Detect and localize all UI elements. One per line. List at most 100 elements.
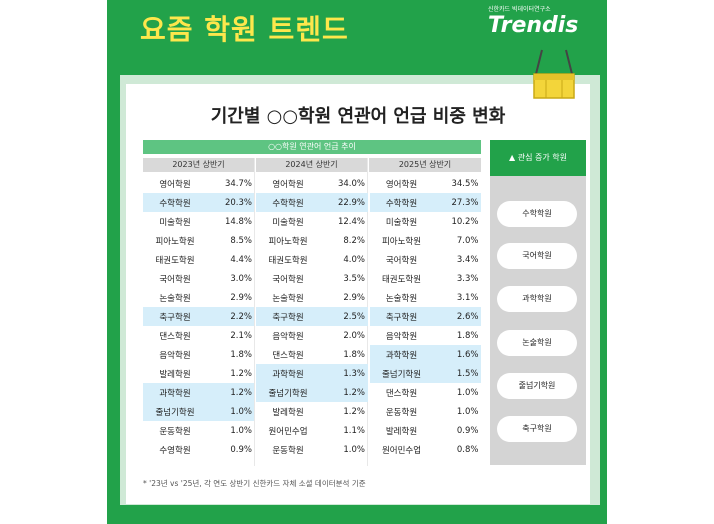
table-row: 과학학원 1.2% 줄넘기학원 1.2% 댄스학원 1.0%	[143, 383, 481, 402]
academy-name: 수학학원	[159, 198, 191, 209]
table-cell: 과학학원 1.2%	[143, 383, 254, 402]
table-cell: 논술학원 2.9%	[256, 288, 368, 307]
mention-share: 1.8%	[343, 349, 365, 360]
academy-name: 국어학원	[159, 274, 191, 285]
table-cell: 축구학원 2.2%	[143, 307, 254, 326]
table-row: 운동학원 1.0% 원어민수업 1.1% 발레학원 0.9%	[143, 421, 481, 440]
mention-share: 1.6%	[456, 349, 479, 360]
table-cell: 원어민수업 1.1%	[256, 421, 368, 440]
mention-table: 영어학원 34.7% 영어학원 34.0% 영어학원 34.5% 수학학원 20.3% 수학학원…	[143, 174, 481, 459]
table-cell: 태권도학원 4.0%	[256, 250, 368, 269]
academy-name: 발레학원	[272, 407, 304, 418]
column-divider	[367, 158, 368, 466]
interest-item: 국어학원	[497, 243, 577, 269]
table-cell: 미술학원 10.2%	[370, 212, 482, 231]
table-cell: 수학학원 27.3%	[369, 193, 481, 212]
interest-item: 줄넘기학원	[497, 373, 577, 399]
table-cell: 줄넘기학원 1.5%	[369, 364, 481, 383]
table-cell: 논술학원 2.9%	[143, 288, 254, 307]
table-row: 피아노학원 8.5% 피아노학원 8.2% 피아노학원 7.0%	[143, 231, 481, 250]
mention-share: 1.0%	[456, 387, 479, 398]
academy-name: 원어민수업	[268, 426, 308, 437]
mention-share: 1.5%	[456, 368, 479, 379]
table-row: 영어학원 34.7% 영어학원 34.0% 영어학원 34.5%	[143, 174, 481, 193]
academy-name: 음악학원	[159, 350, 191, 361]
mention-share: 1.2%	[343, 387, 365, 398]
table-row: 발레학원 1.2% 과학학원 1.3% 줄넘기학원 1.5%	[143, 364, 481, 383]
interest-item: 과학학원	[497, 286, 577, 312]
table-cell: 원어민수업 0.8%	[370, 440, 482, 459]
academy-name: 음악학원	[385, 331, 418, 342]
table-cell: 음악학원 1.8%	[370, 326, 482, 345]
academy-name: 과학학원	[159, 388, 191, 399]
mention-share: 1.0%	[456, 406, 479, 417]
table-cell: 미술학원 12.4%	[256, 212, 368, 231]
mention-share: 3.3%	[456, 273, 479, 284]
mention-share: 4.4%	[230, 254, 252, 265]
table-cell: 운동학원 1.0%	[143, 421, 254, 440]
academy-name: 수학학원	[272, 198, 304, 209]
column-header-2023: 2023년 상반기	[143, 158, 254, 172]
mention-share: 2.6%	[456, 311, 479, 322]
academy-name: 피아노학원	[381, 236, 422, 247]
academy-name: 논술학원	[272, 293, 304, 304]
table-cell: 논술학원 3.1%	[370, 288, 482, 307]
table-cell: 수학학원 22.9%	[256, 193, 368, 212]
mention-share: 1.8%	[230, 349, 252, 360]
column-divider	[254, 158, 255, 466]
table-cell: 태권도학원 3.3%	[370, 269, 482, 288]
academy-name: 태권도학원	[268, 255, 308, 266]
table-cell: 발레학원 0.9%	[370, 421, 482, 440]
table-cell: 영어학원 34.7%	[143, 174, 254, 193]
mention-share: 0.9%	[230, 444, 252, 455]
binder-clip-icon	[533, 49, 575, 99]
interest-item: 축구학원	[497, 416, 577, 442]
mention-share: 34.7%	[224, 178, 252, 189]
table-cell: 발레학원 1.2%	[256, 402, 368, 421]
table-cell: 영어학원 34.5%	[370, 174, 482, 193]
mention-share: 1.2%	[230, 387, 252, 398]
footnote: * '23년 vs '25년, 각 연도 상반기 신한카드 자체 소셜 데이터분…	[143, 479, 366, 488]
interest-item: 논술학원	[497, 330, 577, 356]
mention-share: 1.3%	[343, 368, 365, 379]
mention-share: 1.1%	[343, 425, 365, 436]
mention-share: 8.5%	[230, 235, 252, 246]
academy-name: 축구학원	[385, 312, 418, 323]
table-cell: 미술학원 14.8%	[143, 212, 254, 231]
mention-share: 2.9%	[230, 292, 252, 303]
mention-share: 14.8%	[224, 216, 252, 227]
table-cell: 운동학원 1.0%	[370, 402, 482, 421]
academy-name: 축구학원	[272, 312, 304, 323]
mention-share: 4.0%	[343, 254, 365, 265]
headline: 요즘 학원 트렌드	[140, 13, 349, 46]
mention-share: 34.0%	[337, 178, 365, 189]
academy-name: 수학학원	[385, 198, 418, 209]
table-cell: 축구학원 2.6%	[369, 307, 481, 326]
mention-share: 1.2%	[230, 368, 252, 379]
table-row: 미술학원 14.8% 미술학원 12.4% 미술학원 10.2%	[143, 212, 481, 231]
table-cell: 피아노학원 8.2%	[256, 231, 368, 250]
mention-share: 3.5%	[343, 273, 365, 284]
academy-name: 논술학원	[385, 293, 418, 304]
academy-name: 원어민수업	[381, 445, 422, 456]
academy-name: 댄스학원	[159, 331, 191, 342]
mention-share: 1.8%	[456, 330, 479, 341]
mention-share: 27.3%	[451, 197, 479, 208]
academy-name: 영어학원	[385, 179, 418, 190]
table-row: 논술학원 2.9% 논술학원 2.9% 논술학원 3.1%	[143, 288, 481, 307]
academy-name: 국어학원	[385, 255, 418, 266]
table-cell: 댄스학원 1.0%	[370, 383, 482, 402]
academy-name: 미술학원	[272, 217, 304, 228]
academy-name: 피아노학원	[155, 236, 195, 247]
interest-panel-header: ▲ 관심 증가 학원	[490, 140, 586, 176]
mention-share: 2.2%	[230, 311, 252, 322]
table-row: 수학학원 20.3% 수학학원 22.9% 수학학원 27.3%	[143, 193, 481, 212]
card-title: 기간별 ○○학원 연관어 언급 비중 변화	[210, 106, 506, 127]
table-cell: 음악학원 1.8%	[143, 345, 254, 364]
mention-share: 3.1%	[456, 292, 479, 303]
brand-logo: 신한카드 빅데이터연구소 Trendis	[488, 6, 588, 38]
table-cell: 댄스학원 1.8%	[256, 345, 368, 364]
mention-share: 1.0%	[230, 425, 252, 436]
table-cell: 발레학원 1.2%	[143, 364, 254, 383]
table-row: 음악학원 1.8% 댄스학원 1.8% 과학학원 1.6%	[143, 345, 481, 364]
